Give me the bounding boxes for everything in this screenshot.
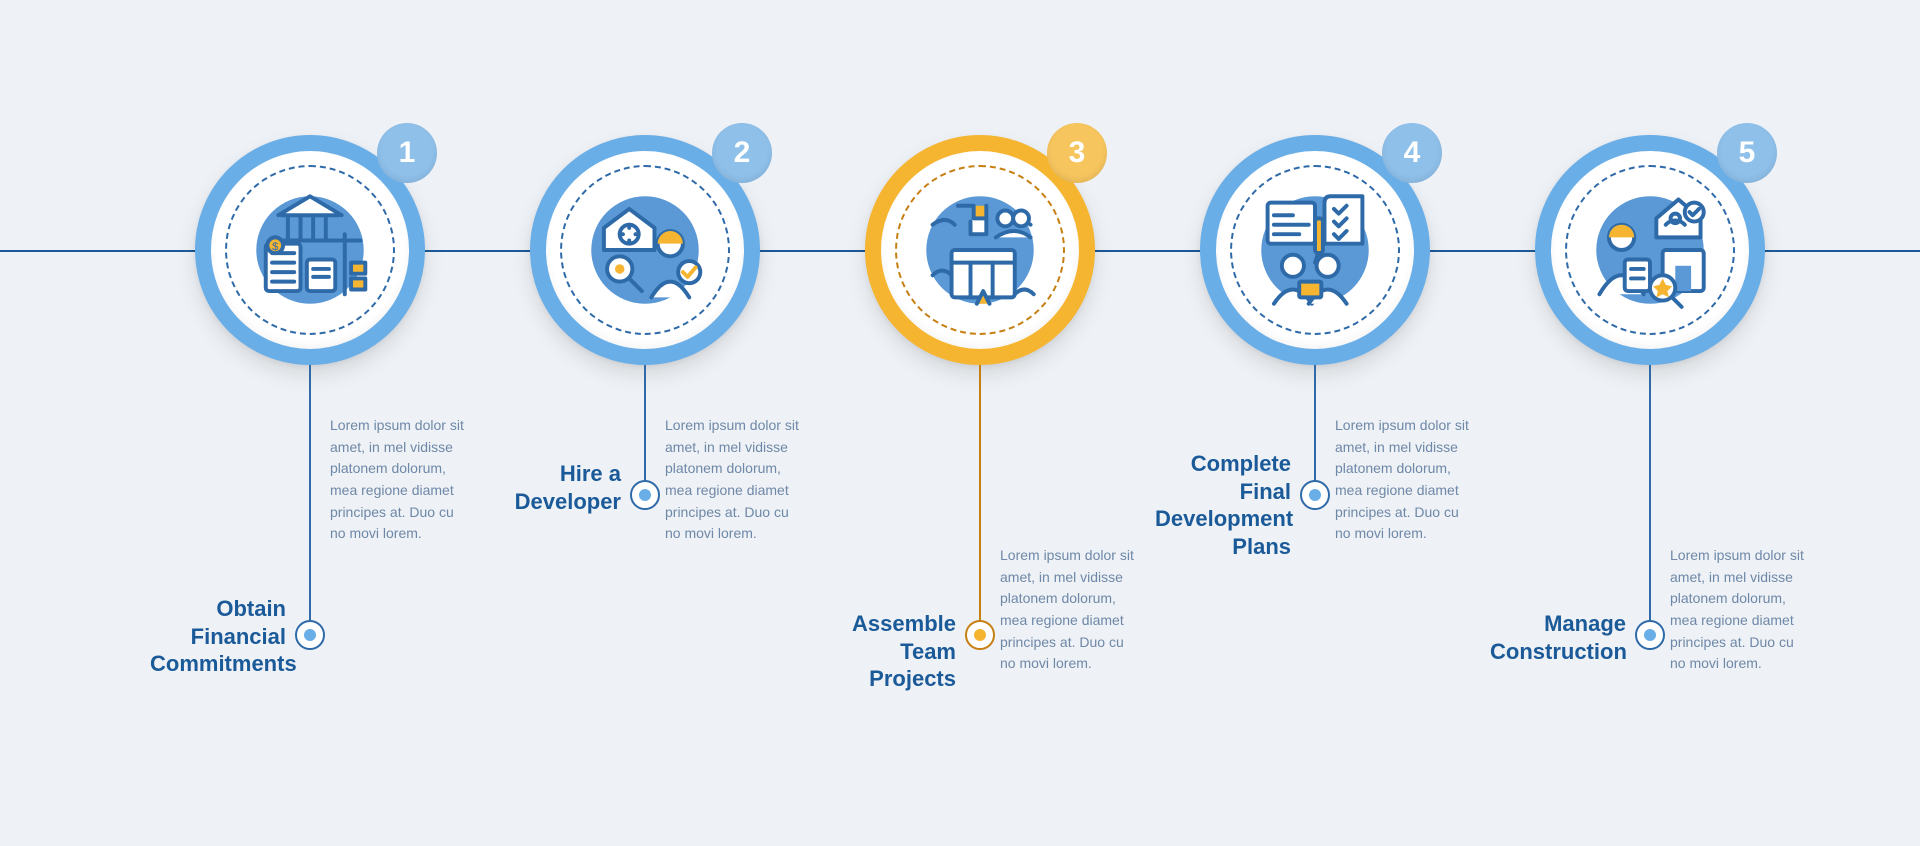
step-title: ManageConstruction <box>1490 610 1650 665</box>
step-title: ObtainFinancialCommitments <box>150 595 310 678</box>
step-number-badge: 4 <box>1382 123 1442 183</box>
step-1: $ 1ObtainFinancialCommitmentsLorem ipsum… <box>150 135 470 365</box>
step-number-badge: 2 <box>712 123 772 183</box>
step-number-badge: 1 <box>377 123 437 183</box>
step-5: 5ManageConstructionLorem ipsum dolor sit… <box>1490 135 1810 365</box>
step-number-badge: 5 <box>1717 123 1777 183</box>
step-body: Lorem ipsum dolor sit amet, in mel vidis… <box>1650 545 1805 675</box>
infographic-canvas: $ 1ObtainFinancialCommitmentsLorem ipsum… <box>0 0 1920 846</box>
step-icon <box>1236 171 1394 329</box>
step-medallion: 2 <box>530 135 760 365</box>
step-body: Lorem ipsum dolor sit amet, in mel vidis… <box>645 415 800 545</box>
step-icon <box>1571 171 1729 329</box>
step-title: AssembleTeam Projects <box>820 610 980 693</box>
step-body: Lorem ipsum dolor sit amet, in mel vidis… <box>980 545 1135 675</box>
svg-text:$: $ <box>272 241 278 253</box>
step-medallion: 5 <box>1535 135 1765 365</box>
step-2: 2Hire aDeveloperLorem ipsum dolor sit am… <box>485 135 805 365</box>
step-title: Hire aDeveloper <box>485 460 645 515</box>
step-4: 4Complete FinalDevelopmentPlansLorem ips… <box>1155 135 1475 365</box>
step-body: Lorem ipsum dolor sit amet, in mel vidis… <box>310 415 465 545</box>
step-icon <box>566 171 724 329</box>
step-medallion: 4 <box>1200 135 1430 365</box>
step-number-badge: 3 <box>1047 123 1107 183</box>
step-body: Lorem ipsum dolor sit amet, in mel vidis… <box>1315 415 1470 545</box>
step-icon: $ <box>231 171 389 329</box>
step-medallion: 3 <box>865 135 1095 365</box>
step-medallion: $ 1 <box>195 135 425 365</box>
step-3: 3AssembleTeam ProjectsLorem ipsum dolor … <box>820 135 1140 365</box>
step-icon <box>901 171 1059 329</box>
step-title: Complete FinalDevelopmentPlans <box>1155 450 1315 560</box>
